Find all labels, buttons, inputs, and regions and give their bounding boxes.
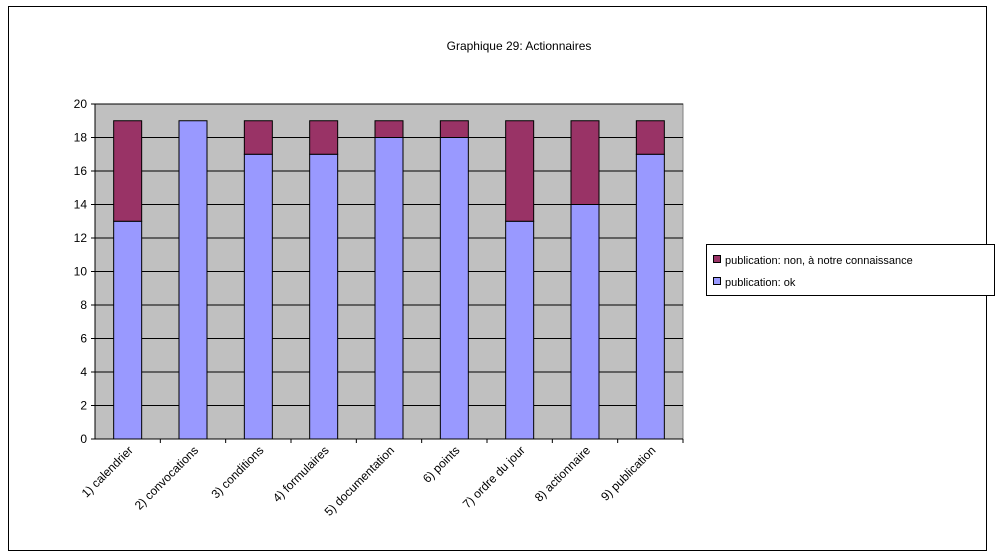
y-tick-label: 6	[80, 332, 87, 346]
x-tick-label: 6) points	[420, 443, 462, 485]
y-tick-label: 4	[80, 365, 87, 379]
y-tick-label: 18	[74, 131, 88, 145]
y-tick-label: 0	[80, 432, 87, 446]
bar-ok-2	[178, 120, 208, 440]
bar-ok-8	[570, 204, 600, 440]
y-tick-label: 2	[80, 399, 87, 413]
bar-ok-3	[243, 153, 273, 440]
x-tick-label: 2) convocations	[132, 443, 201, 512]
bar-ok-5	[374, 137, 404, 440]
legend-swatch-non	[713, 255, 721, 263]
bar-ok-1	[113, 220, 143, 440]
bar-ok-4	[309, 153, 339, 440]
x-tick-label: 7) ordre du jour	[460, 443, 528, 511]
bar-non-1	[113, 120, 143, 222]
x-tick-label: 3) conditions	[208, 443, 266, 501]
bar-ok-6	[439, 137, 469, 440]
bar-ok-7	[505, 220, 535, 440]
legend-item-ok: publication: ok	[713, 277, 795, 290]
legend-swatch-ok	[713, 277, 721, 285]
legend-label-non: publication: non, à notre connaissance	[725, 255, 913, 267]
x-tick-label: 8) actionnaire	[532, 443, 594, 505]
bar-non-4	[309, 120, 339, 155]
legend: publication: non, à notre connaissance p…	[706, 244, 995, 296]
bar-non-8	[570, 120, 600, 205]
y-tick-label: 10	[74, 265, 88, 279]
x-tick-label: 4) formulaires	[270, 443, 332, 505]
chart-title: Graphique 29: Actionnaires	[447, 39, 592, 53]
x-tick-label: 1) calendrier	[79, 443, 136, 500]
legend-item-non: publication: non, à notre connaissance	[713, 255, 913, 268]
y-tick-label: 8	[80, 298, 87, 312]
bar-non-6	[439, 120, 469, 138]
bar-non-3	[243, 120, 273, 155]
y-tick-label: 12	[74, 231, 88, 245]
legend-label-ok: publication: ok	[725, 277, 796, 289]
bar-non-7	[505, 120, 535, 222]
y-tick-label: 14	[74, 198, 88, 212]
bar-non-9	[635, 120, 665, 155]
x-tick-label: 9) publication	[598, 443, 658, 503]
bar-non-5	[374, 120, 404, 138]
x-tick-label: 5) documentation	[322, 443, 397, 518]
y-tick-label: 20	[74, 97, 88, 111]
bar-ok-9	[635, 153, 665, 440]
y-tick-label: 16	[74, 164, 88, 178]
